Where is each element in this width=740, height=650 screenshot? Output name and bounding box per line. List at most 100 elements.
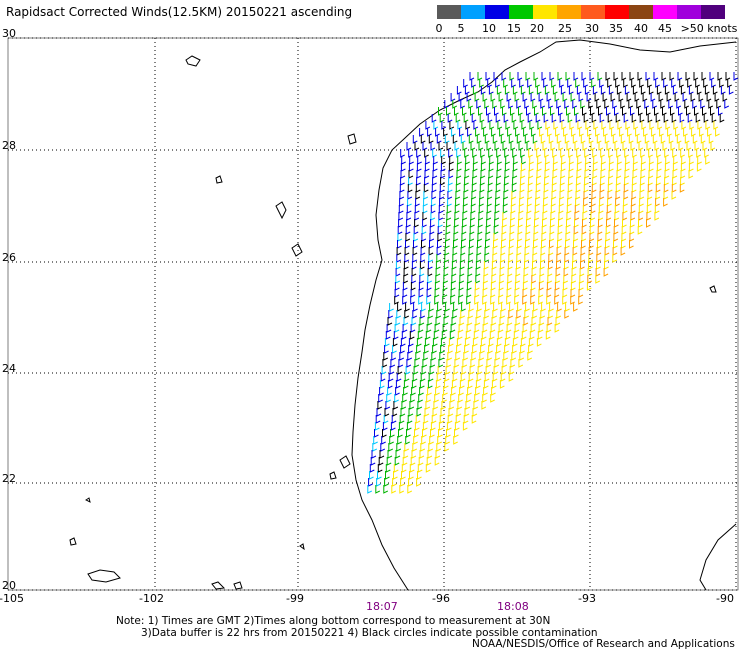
wind-barb bbox=[554, 93, 560, 102]
wind-barb bbox=[552, 86, 558, 95]
wind-barb bbox=[475, 380, 481, 389]
wind-barb bbox=[625, 121, 631, 130]
wind-barb bbox=[418, 457, 424, 466]
wind-barb bbox=[481, 331, 487, 340]
wind-barb bbox=[679, 114, 685, 123]
wind-barb bbox=[415, 415, 421, 424]
wind-barb bbox=[434, 324, 440, 333]
wind-barb bbox=[443, 380, 449, 389]
wind-barb bbox=[531, 128, 536, 137]
wind-barb bbox=[458, 324, 464, 333]
wind-barb bbox=[428, 135, 434, 144]
wind-barb bbox=[495, 79, 500, 88]
wind-barb bbox=[535, 114, 541, 123]
wind-barb bbox=[483, 380, 489, 389]
wind-barb bbox=[408, 345, 413, 354]
wind-barb bbox=[400, 345, 405, 354]
wind-barb bbox=[560, 149, 565, 158]
wind-barb bbox=[492, 373, 498, 382]
wind-barb bbox=[390, 422, 396, 431]
wind-barb bbox=[665, 156, 670, 165]
wind-barb bbox=[711, 114, 717, 123]
legend-swatch bbox=[485, 5, 509, 19]
wind-barb bbox=[528, 86, 534, 95]
wind-barb bbox=[452, 310, 458, 319]
wind-barb bbox=[492, 135, 498, 144]
wind-barb bbox=[457, 401, 463, 410]
wind-barb bbox=[537, 156, 542, 165]
wind-barb bbox=[538, 93, 544, 102]
wind-barb bbox=[395, 317, 401, 326]
wind-barb bbox=[419, 380, 425, 389]
wind-barb bbox=[570, 296, 575, 305]
wind-barb bbox=[373, 436, 378, 445]
wind-barb bbox=[578, 93, 584, 102]
wind-barb bbox=[438, 142, 444, 151]
wind-barb bbox=[460, 310, 466, 319]
wind-barb bbox=[555, 128, 560, 137]
wind-barb bbox=[378, 457, 384, 466]
wind-barb bbox=[663, 198, 668, 207]
wind-barb bbox=[388, 373, 394, 382]
wind-barb bbox=[399, 485, 405, 494]
wind-barb bbox=[367, 485, 373, 494]
wind-barb bbox=[506, 324, 512, 333]
wind-barb bbox=[572, 135, 578, 144]
wind-barb bbox=[460, 135, 466, 144]
wind-barb bbox=[638, 107, 643, 116]
wind-barb bbox=[397, 366, 403, 375]
wind-barb bbox=[655, 114, 661, 123]
wind-barb bbox=[658, 93, 664, 102]
wind-barb bbox=[598, 142, 604, 151]
wind-barb bbox=[371, 450, 377, 459]
wind-barb bbox=[679, 184, 685, 193]
wind-barb bbox=[548, 310, 554, 319]
wind-barb bbox=[431, 415, 437, 424]
wind-barb bbox=[427, 387, 432, 396]
wind-barb bbox=[498, 296, 503, 305]
wind-barb bbox=[421, 303, 426, 312]
wind-barb bbox=[547, 317, 553, 326]
wind-barb bbox=[640, 86, 646, 95]
wind-barb bbox=[474, 93, 480, 102]
wind-barb bbox=[622, 107, 627, 116]
wind-barb bbox=[384, 345, 389, 354]
wind-barb bbox=[407, 352, 413, 361]
wind-barb bbox=[427, 317, 433, 326]
legend-swatch bbox=[701, 5, 725, 19]
wind-barb bbox=[402, 324, 408, 333]
wind-barb bbox=[514, 93, 520, 102]
wind-barb bbox=[503, 352, 509, 361]
wind-barb bbox=[545, 156, 550, 165]
wind-barb bbox=[521, 331, 527, 340]
wind-barb bbox=[389, 303, 394, 312]
wind-barb bbox=[401, 471, 406, 480]
wind-barb bbox=[494, 107, 499, 116]
wind-barb bbox=[432, 345, 437, 354]
wind-barb bbox=[410, 394, 415, 403]
legend-label: 0 bbox=[435, 22, 443, 35]
wind-barb bbox=[387, 317, 393, 326]
wind-barb bbox=[425, 464, 431, 473]
wind-barb bbox=[630, 142, 636, 151]
wind-barb bbox=[410, 324, 416, 333]
wind-barb bbox=[637, 226, 643, 235]
wind-barb bbox=[715, 128, 720, 137]
wind-barb bbox=[605, 72, 611, 81]
wind-barb bbox=[599, 79, 604, 88]
wind-barb bbox=[491, 380, 497, 389]
wind-barb bbox=[393, 471, 398, 480]
wind-barb bbox=[610, 93, 616, 102]
wind-barb bbox=[694, 142, 700, 151]
wind-barb bbox=[520, 149, 525, 158]
wind-barb bbox=[673, 121, 679, 130]
wind-barb bbox=[391, 415, 397, 424]
wind-barb bbox=[433, 331, 439, 340]
wind-barb bbox=[496, 149, 501, 158]
note-line: 3)Data buffer is 22 hrs from 20150221 4)… bbox=[141, 627, 598, 639]
wind-barb bbox=[370, 457, 376, 466]
wind-barb bbox=[719, 114, 725, 123]
wind-barb bbox=[385, 471, 390, 480]
wind-barb bbox=[564, 100, 570, 109]
wind-barb bbox=[527, 79, 532, 88]
